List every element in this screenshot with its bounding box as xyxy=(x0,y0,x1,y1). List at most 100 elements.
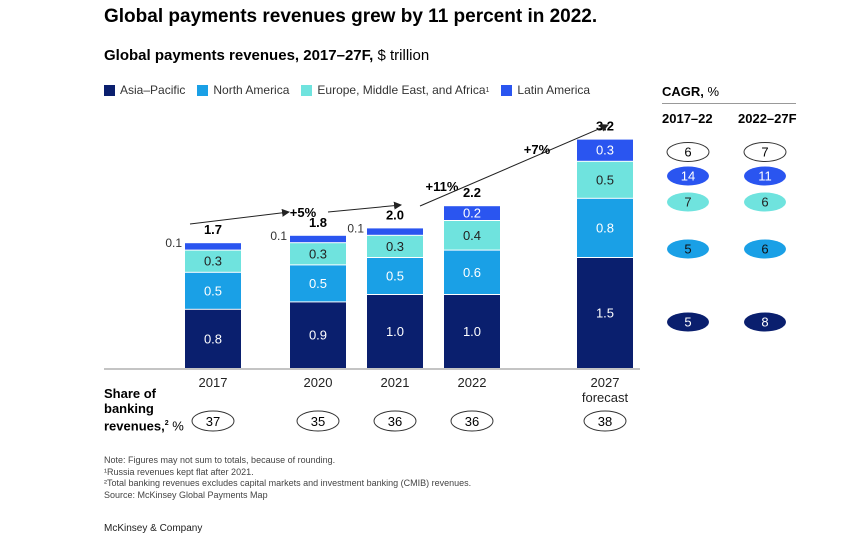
share-label-footnote: 2 xyxy=(164,420,169,427)
data-label: 0.9 xyxy=(309,328,327,343)
bar-segment xyxy=(185,309,241,368)
share-label-line3: revenues, xyxy=(104,418,165,434)
cagr-title-unit: % xyxy=(707,84,720,99)
growth-label: +7% xyxy=(524,142,551,157)
cagr-value: 6 xyxy=(684,145,691,160)
bar-segment xyxy=(367,235,423,257)
footnote-note: Note: Figures may not sum to totals, bec… xyxy=(104,455,336,465)
growth-label: +11% xyxy=(426,179,459,194)
data-label: 0.5 xyxy=(309,276,327,291)
page-title: Global payments revenues grew by 11 perc… xyxy=(104,6,598,27)
cagr-oval xyxy=(744,192,786,212)
cagr-divider xyxy=(662,103,796,104)
data-label: 0.1 xyxy=(165,236,182,250)
share-value: 35 xyxy=(311,414,325,429)
bar-segment xyxy=(367,295,423,368)
chart-legend: Asia–Pacific North America Europe, Middl… xyxy=(104,83,602,97)
x-tick-label: 2022 xyxy=(458,375,487,390)
cagr-oval xyxy=(743,142,787,162)
cagr-oval xyxy=(667,239,709,259)
legend-swatch xyxy=(301,84,313,96)
cagr-value: 5 xyxy=(684,242,691,257)
bar-segment xyxy=(290,302,346,368)
legend-swatch xyxy=(501,84,513,96)
data-label: 0.5 xyxy=(386,269,404,284)
footnotes: Note: Figures may not sum to totals, bec… xyxy=(104,455,471,501)
legend-footnote-marker: 1 xyxy=(485,86,490,94)
cagr-value: 6 xyxy=(761,195,768,210)
legend-label: Europe, Middle East, and Africa xyxy=(317,83,486,97)
cagr-value: 6 xyxy=(761,242,768,257)
x-tick-label: 2020 xyxy=(304,375,333,390)
data-label: 0.6 xyxy=(463,265,481,280)
data-label: 0.3 xyxy=(386,239,404,254)
bar-segment xyxy=(290,235,346,243)
x-tick-label: 2017 xyxy=(199,375,228,390)
bar-segment xyxy=(577,198,633,257)
cagr-title: CAGR, % xyxy=(662,84,719,99)
legend-item-latin-america: Latin America xyxy=(501,83,590,97)
subtitle-unit: $ trillion xyxy=(377,47,430,64)
growth-arrow xyxy=(419,124,609,207)
data-label: 1.0 xyxy=(386,324,404,339)
share-value: 38 xyxy=(598,414,612,429)
data-label: 0.8 xyxy=(204,331,222,346)
bar-segment xyxy=(577,161,633,198)
bar-segment xyxy=(444,206,500,220)
bar-segment xyxy=(444,295,500,368)
total-label: 2.2 xyxy=(463,185,481,200)
growth-arrow xyxy=(327,201,402,213)
bar-segment xyxy=(185,250,241,272)
total-label: 2.0 xyxy=(386,207,404,222)
x-tick-label: forecast xyxy=(582,390,629,405)
brand-credit: McKinsey & Company xyxy=(104,523,203,534)
cagr-value: 11 xyxy=(758,169,772,184)
total-label: 1.7 xyxy=(204,222,222,237)
bar-segment xyxy=(290,243,346,265)
bar-segment xyxy=(444,250,500,294)
cagr-value: 7 xyxy=(684,195,691,210)
cagr-period-2022-27f: 2022–27F xyxy=(738,111,797,126)
cagr-oval xyxy=(667,312,709,332)
legend-item-asia-pacific: Asia–Pacific xyxy=(104,83,185,97)
cagr-oval xyxy=(666,142,710,162)
share-oval xyxy=(450,410,494,432)
data-label: 0.1 xyxy=(347,221,364,235)
share-of-banking-label: Share of banking revenues,2 % xyxy=(104,386,184,433)
share-oval xyxy=(583,410,627,432)
cagr-value: 8 xyxy=(761,315,768,330)
cagr-period-2017-22: 2017–22 xyxy=(662,111,713,126)
data-label: 0.2 xyxy=(463,206,481,221)
data-label: 0.5 xyxy=(204,283,222,298)
bar-segment xyxy=(367,228,423,235)
cagr-title-main: CAGR, xyxy=(662,84,704,99)
cagr-oval xyxy=(744,239,786,259)
data-label: 0.1 xyxy=(270,229,287,243)
x-tick-label: 2027 xyxy=(591,375,620,390)
bar-segment xyxy=(577,139,633,161)
footnote-2: ²Total banking revenues excludes capital… xyxy=(104,478,472,488)
cagr-oval xyxy=(744,312,786,332)
cagr-oval xyxy=(667,166,709,186)
growth-label: +5% xyxy=(290,205,317,220)
data-label: 0.3 xyxy=(596,143,614,158)
chart-subtitle: Global payments revenues, 2017–27F, $ tr… xyxy=(104,47,429,64)
data-label: 0.3 xyxy=(204,254,222,269)
share-oval xyxy=(191,410,235,432)
legend-item-emea: Europe, Middle East, and Africa 1 xyxy=(301,83,489,97)
cagr-value: 7 xyxy=(761,145,768,160)
total-label: 1.8 xyxy=(309,215,327,230)
share-value: 36 xyxy=(388,414,402,429)
legend-label: Asia–Pacific xyxy=(120,83,186,97)
legend-label: Latin America xyxy=(517,83,591,97)
cagr-value: 5 xyxy=(684,315,691,330)
data-label: 0.5 xyxy=(596,172,614,187)
share-label-line1: Share of xyxy=(104,386,157,401)
legend-item-north-america: North America xyxy=(197,83,289,97)
legend-swatch xyxy=(197,84,209,96)
share-value: 37 xyxy=(206,414,220,429)
bar-segment xyxy=(444,221,500,250)
growth-arrow xyxy=(189,208,290,225)
data-label: 1.5 xyxy=(596,306,614,321)
cagr-value: 14 xyxy=(681,169,695,184)
